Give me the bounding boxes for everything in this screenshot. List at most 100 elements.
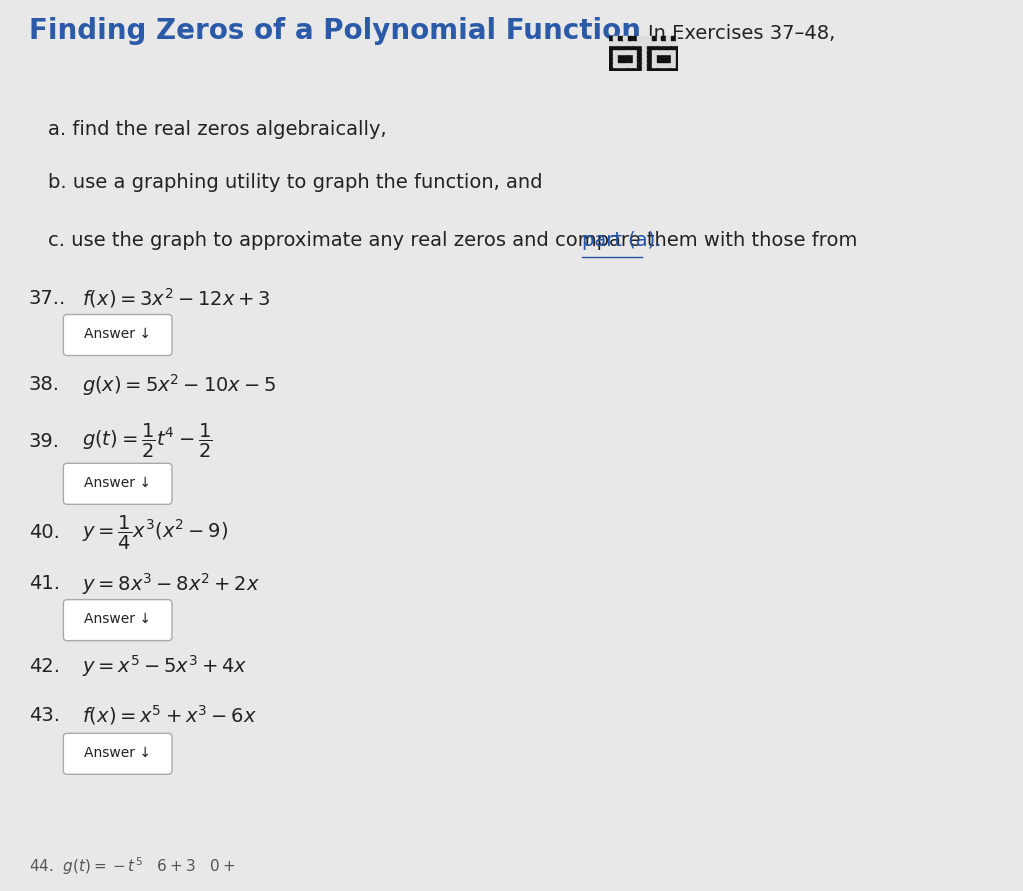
Text: $f(x)=3x^2-12x+3$: $f(x)=3x^2-12x+3$ (82, 287, 270, 310)
Bar (609, 45, 613, 49)
Text: 42.: 42. (29, 657, 59, 676)
Text: $y=\dfrac{1}{4}x^3(x^2-9)$: $y=\dfrac{1}{4}x^3(x^2-9)$ (82, 514, 228, 552)
Bar (675, 41, 680, 45)
Bar (609, 59, 613, 62)
Bar (671, 45, 675, 49)
Bar (628, 59, 632, 62)
Bar (652, 59, 656, 62)
Bar (657, 41, 661, 45)
Bar (642, 67, 647, 71)
Bar (637, 67, 641, 71)
Bar (661, 54, 666, 58)
Bar (632, 45, 637, 49)
Text: $y=8x^3-8x^2+2x$: $y=8x^3-8x^2+2x$ (82, 570, 260, 597)
Bar (666, 54, 670, 58)
Text: 44.  $g(t)=-t^5$   $6+3$   $0+$: 44. $g(t)=-t^5$ $6+3$ $0+$ (29, 855, 235, 877)
Bar (609, 54, 613, 58)
Bar (609, 37, 613, 40)
Bar (666, 67, 670, 71)
Text: $f(x)=x^5+x^3-6x$: $f(x)=x^5+x^3-6x$ (82, 704, 257, 727)
Bar (671, 63, 675, 67)
Text: 39.: 39. (29, 431, 59, 451)
Bar (661, 45, 666, 49)
Bar (671, 67, 675, 71)
Bar (632, 50, 637, 53)
Bar (675, 50, 680, 53)
Bar (642, 50, 647, 53)
Text: Answer ↓: Answer ↓ (84, 327, 151, 341)
Bar (637, 54, 641, 58)
Text: 43.: 43. (29, 706, 59, 725)
Bar (618, 45, 623, 49)
Text: b. use a graphing utility to graph the function, and: b. use a graphing utility to graph the f… (48, 173, 542, 192)
Bar (661, 41, 666, 45)
Bar (618, 54, 623, 58)
FancyBboxPatch shape (63, 733, 172, 774)
Bar (642, 59, 647, 62)
Bar (623, 37, 627, 40)
Bar (675, 37, 680, 40)
Bar (614, 54, 618, 58)
Bar (671, 41, 675, 45)
Bar (623, 63, 627, 67)
Bar (614, 67, 618, 71)
Bar (609, 67, 613, 71)
Bar (632, 67, 637, 71)
Bar (618, 63, 623, 67)
Text: $g(t)=\dfrac{1}{2}t^4-\dfrac{1}{2}$: $g(t)=\dfrac{1}{2}t^4-\dfrac{1}{2}$ (82, 422, 212, 460)
Bar (618, 41, 623, 45)
Bar (652, 41, 656, 45)
Bar (628, 41, 632, 45)
Bar (652, 54, 656, 58)
Text: $y=x^5-5x^3+4x$: $y=x^5-5x^3+4x$ (82, 653, 248, 680)
Bar (609, 41, 613, 45)
Bar (614, 37, 618, 40)
Bar (652, 37, 656, 40)
Bar (623, 45, 627, 49)
Bar (661, 67, 666, 71)
FancyBboxPatch shape (63, 600, 172, 641)
Bar (647, 67, 652, 71)
Bar (647, 41, 652, 45)
Bar (666, 63, 670, 67)
Bar (671, 50, 675, 53)
Bar (618, 59, 623, 62)
FancyBboxPatch shape (63, 315, 172, 356)
Bar (671, 54, 675, 58)
Bar (652, 45, 656, 49)
Bar (623, 50, 627, 53)
Bar (666, 45, 670, 49)
Bar (661, 63, 666, 67)
Bar (675, 54, 680, 58)
Bar (666, 37, 670, 40)
Bar (675, 67, 680, 71)
Bar (614, 45, 618, 49)
Bar (647, 45, 652, 49)
Text: Answer ↓: Answer ↓ (84, 746, 151, 760)
Bar (623, 67, 627, 71)
Bar (628, 63, 632, 67)
Bar (614, 41, 618, 45)
Text: Answer ↓: Answer ↓ (84, 476, 151, 490)
Bar (666, 59, 670, 62)
Bar (661, 50, 666, 53)
Bar (661, 59, 666, 62)
Text: c. use the graph to approximate any real zeros and compare them with those from: c. use the graph to approximate any real… (48, 231, 863, 250)
Bar (623, 59, 627, 62)
Bar (637, 63, 641, 67)
Bar (647, 54, 652, 58)
Bar (657, 63, 661, 67)
Bar (618, 67, 623, 71)
Bar (647, 59, 652, 62)
Bar (642, 54, 647, 58)
Bar (661, 37, 666, 40)
Bar (657, 67, 661, 71)
Bar (671, 37, 675, 40)
Bar (657, 37, 661, 40)
Bar (675, 45, 680, 49)
Bar (647, 63, 652, 67)
Bar (614, 63, 618, 67)
Text: 40.: 40. (29, 523, 59, 543)
Text: Finding Zeros of a Polynomial Function: Finding Zeros of a Polynomial Function (29, 17, 640, 45)
Bar (628, 37, 632, 40)
